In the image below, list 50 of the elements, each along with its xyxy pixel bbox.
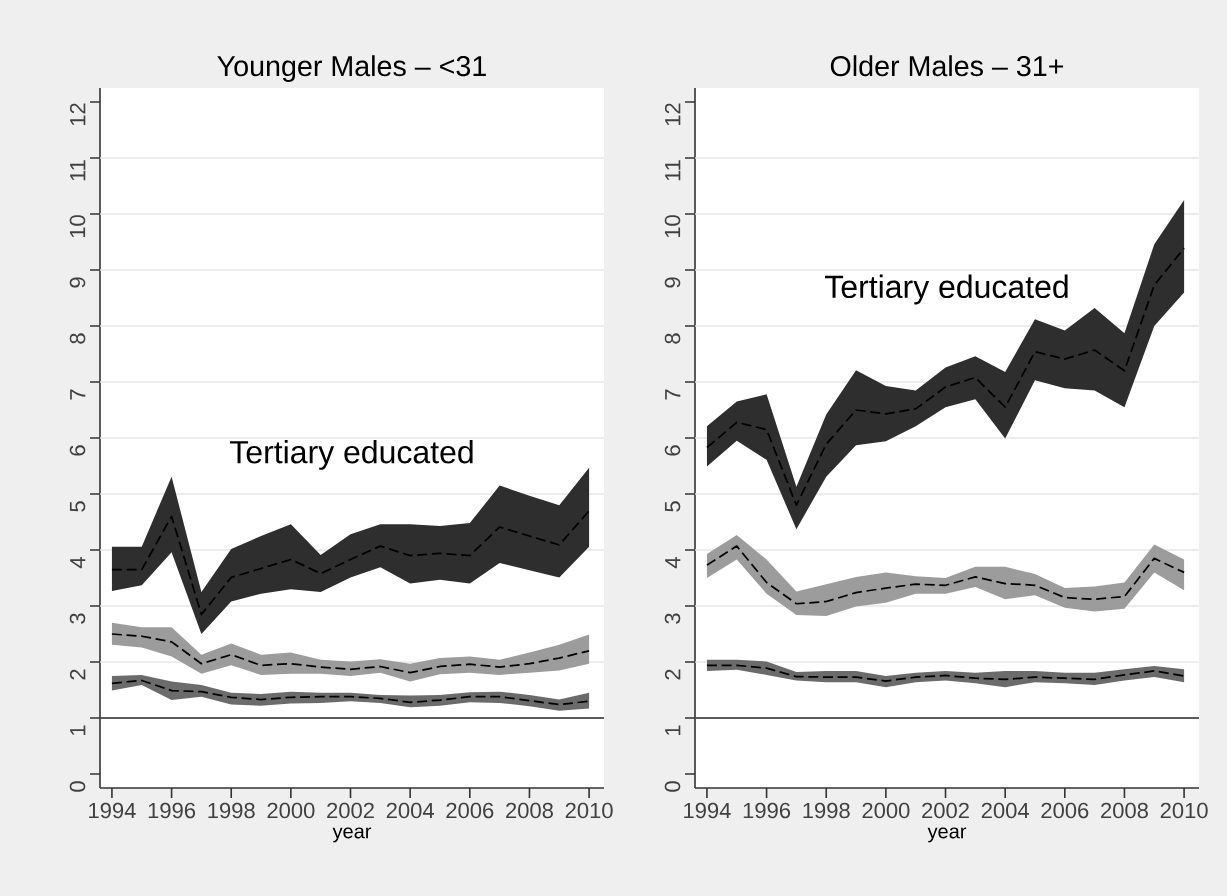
x-tick-label: 1994 (684, 802, 731, 819)
y-tick-label: 12 (664, 103, 681, 126)
chart-title: Younger Males – <31 (217, 55, 486, 82)
x-tick-label: 1998 (803, 802, 850, 819)
x-tick-label: 1996 (743, 802, 791, 819)
y-tick-label: 10 (69, 215, 86, 238)
x-tick-label: 2002 (327, 802, 374, 819)
y-tick-label: 11 (665, 160, 681, 181)
y-tick-label: 4 (665, 557, 681, 569)
x-axis-title: year (332, 827, 372, 843)
y-tick-label: 3 (69, 613, 86, 624)
chart-title: Older Males – 31+ (830, 55, 1064, 77)
x-tick-label: 2010 (565, 802, 613, 819)
y-tick-label: 0 (664, 781, 681, 792)
y-tick-label: 12 (69, 103, 86, 126)
x-tick-label: 2010 (1160, 802, 1208, 819)
y-tick-label: 7 (665, 389, 681, 400)
x-tick-label: 2008 (1101, 802, 1148, 819)
x-tick-label: 2004 (981, 802, 1029, 819)
y-tick-label: 5 (69, 501, 86, 512)
x-axis-title: year (927, 827, 967, 843)
x-tick-label: 2006 (1041, 802, 1089, 819)
y-tick-label: 10 (664, 215, 681, 238)
y-tick-label: 6 (69, 445, 86, 456)
y-tick-label: 3 (664, 613, 681, 624)
x-tick-label: 1996 (148, 802, 196, 819)
y-tick-label: 9 (664, 277, 681, 288)
y-tick-label: 2 (69, 669, 86, 680)
x-tick-label: 2002 (922, 802, 969, 819)
y-tick-label: 9 (69, 277, 86, 288)
x-tick-label: 2006 (446, 802, 494, 819)
x-tick-label: 1998 (208, 802, 255, 819)
y-tick-label: 8 (69, 333, 86, 344)
x-tick-label: 2008 (506, 802, 553, 819)
x-tick-label: 1994 (89, 802, 136, 819)
y-tick-label: 0 (69, 781, 86, 792)
series-label: Tertiary educated (229, 439, 473, 470)
y-tick-label: 8 (664, 333, 681, 344)
x-tick-label: 2000 (862, 802, 910, 819)
y-tick-label: 11 (70, 160, 86, 181)
x-tick-label: 2000 (267, 802, 315, 819)
y-tick-label: 6 (664, 445, 681, 456)
x-tick-label: 2004 (386, 802, 434, 819)
y-tick-label: 1 (665, 725, 681, 735)
y-tick-label: 4 (70, 557, 86, 569)
y-tick-label: 1 (70, 725, 86, 735)
y-tick-label: 2 (664, 669, 681, 680)
y-tick-label: 7 (70, 389, 86, 400)
series-label: Tertiary educated (824, 274, 1068, 305)
y-tick-label: 5 (664, 501, 681, 512)
